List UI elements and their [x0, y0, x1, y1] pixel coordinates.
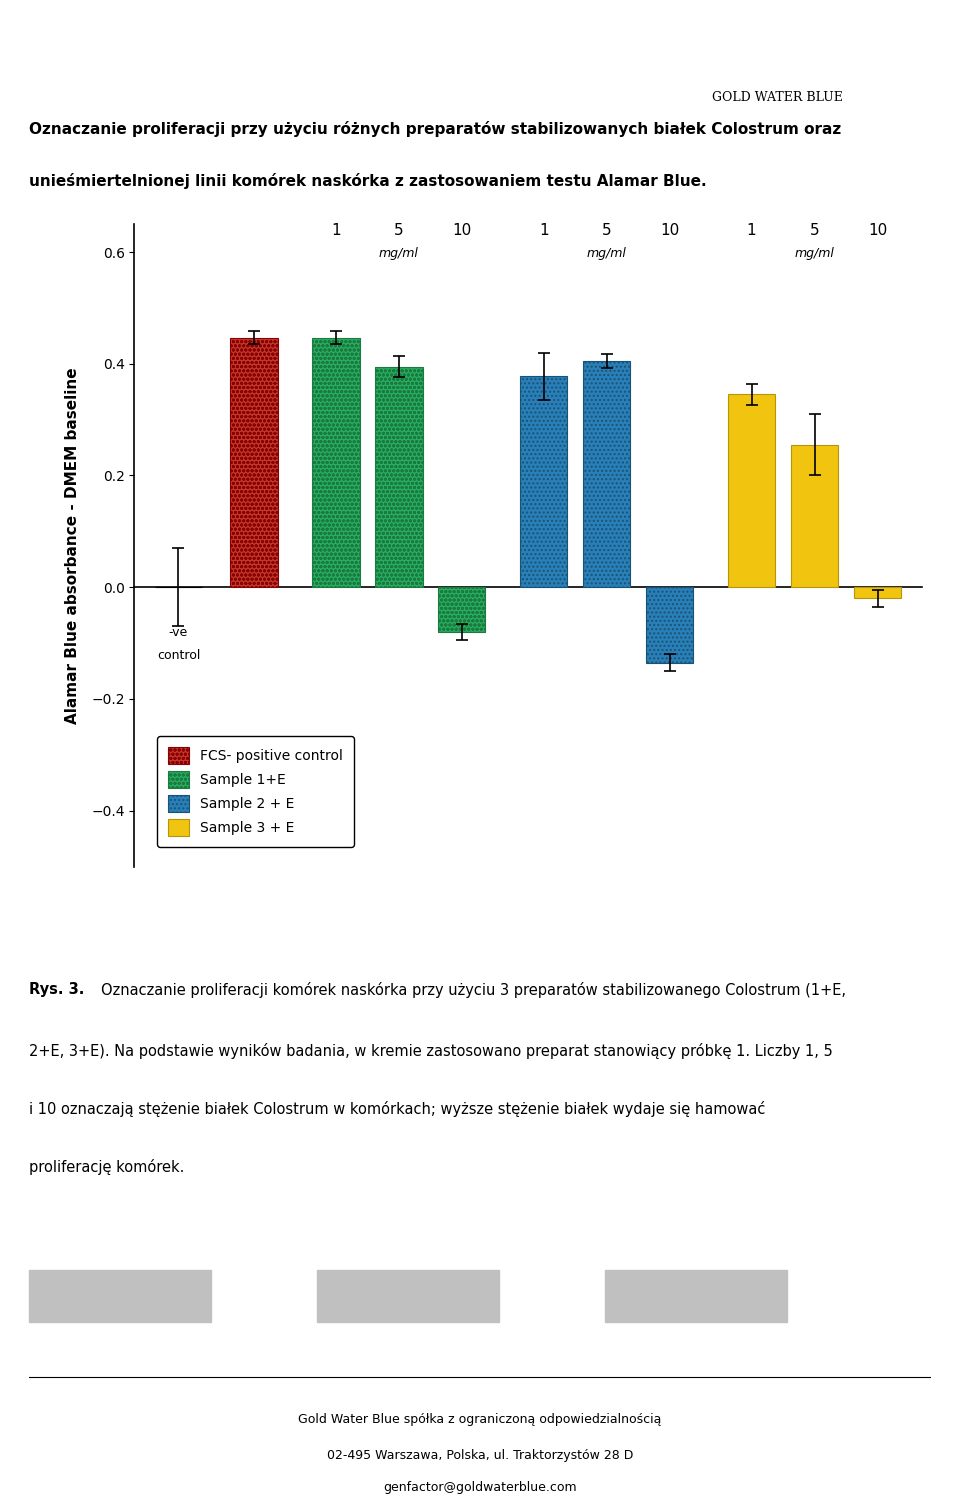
- Text: 5: 5: [602, 223, 612, 238]
- Bar: [791, 445, 838, 587]
- Bar: [853, 587, 901, 599]
- Text: 10: 10: [660, 223, 680, 238]
- Text: 10: 10: [452, 223, 471, 238]
- Text: 10: 10: [868, 223, 887, 238]
- Bar: [375, 366, 422, 587]
- Text: genfactor@goldwaterblue.com: genfactor@goldwaterblue.com: [383, 1482, 577, 1494]
- Text: 02-495 Warszawa, Polska, ul. Traktorzystów 28 D: 02-495 Warszawa, Polska, ul. Traktorzyst…: [326, 1449, 634, 1463]
- Text: -ve: -ve: [169, 626, 188, 639]
- Bar: [230, 338, 277, 587]
- Text: Gold Water Blue spółka z ograniczoną odpowiedzialnością: Gold Water Blue spółka z ograniczoną odp…: [299, 1413, 661, 1427]
- Text: mg/ml: mg/ml: [379, 248, 419, 260]
- Legend: FCS- positive control, Sample 1+E, Sample 2 + E, Sample 3 + E: FCS- positive control, Sample 1+E, Sampl…: [157, 737, 354, 847]
- Bar: [520, 376, 567, 587]
- Bar: [439, 587, 486, 632]
- Text: GOLD WATER BLUE: GOLD WATER BLUE: [712, 91, 843, 103]
- Bar: [583, 362, 631, 587]
- Text: 5: 5: [809, 223, 819, 238]
- Text: control: control: [156, 648, 201, 662]
- Y-axis label: Alamar Blue absorbance - DMEM baseline: Alamar Blue absorbance - DMEM baseline: [65, 368, 80, 723]
- Text: 1: 1: [747, 223, 756, 238]
- Text: mg/ml: mg/ml: [587, 248, 627, 260]
- Text: unieśmiertelnionej linii komórek naskórka z zastosowaniem testu Alamar Blue.: unieśmiertelnionej linii komórek naskórk…: [29, 173, 707, 190]
- Bar: [646, 587, 693, 663]
- Text: 1: 1: [539, 223, 548, 238]
- Text: Oznaczanie proliferacji przy użyciu różnych preparatów stabilizowanych białek Co: Oznaczanie proliferacji przy użyciu różn…: [29, 121, 841, 137]
- Bar: [312, 338, 360, 587]
- Text: mg/ml: mg/ml: [795, 248, 834, 260]
- Text: proliferację komórek.: proliferację komórek.: [29, 1159, 184, 1176]
- Text: Oznaczanie proliferacji komórek naskórka przy użyciu 3 preparatów stabilizowaneg: Oznaczanie proliferacji komórek naskórka…: [101, 983, 846, 998]
- Text: 5: 5: [395, 223, 404, 238]
- Text: 2+E, 3+E). Na podstawie wyników badania, w kremie zastosowano preparat stanowiąc: 2+E, 3+E). Na podstawie wyników badania,…: [29, 1043, 832, 1059]
- Text: i 10 oznaczają stężenie białek Colostrum w komórkach; wyższe stężenie białek wyd: i 10 oznaczają stężenie białek Colostrum…: [29, 1101, 765, 1118]
- Text: 1: 1: [331, 223, 341, 238]
- Bar: [728, 394, 775, 587]
- Text: Rys. 3.: Rys. 3.: [29, 983, 89, 998]
